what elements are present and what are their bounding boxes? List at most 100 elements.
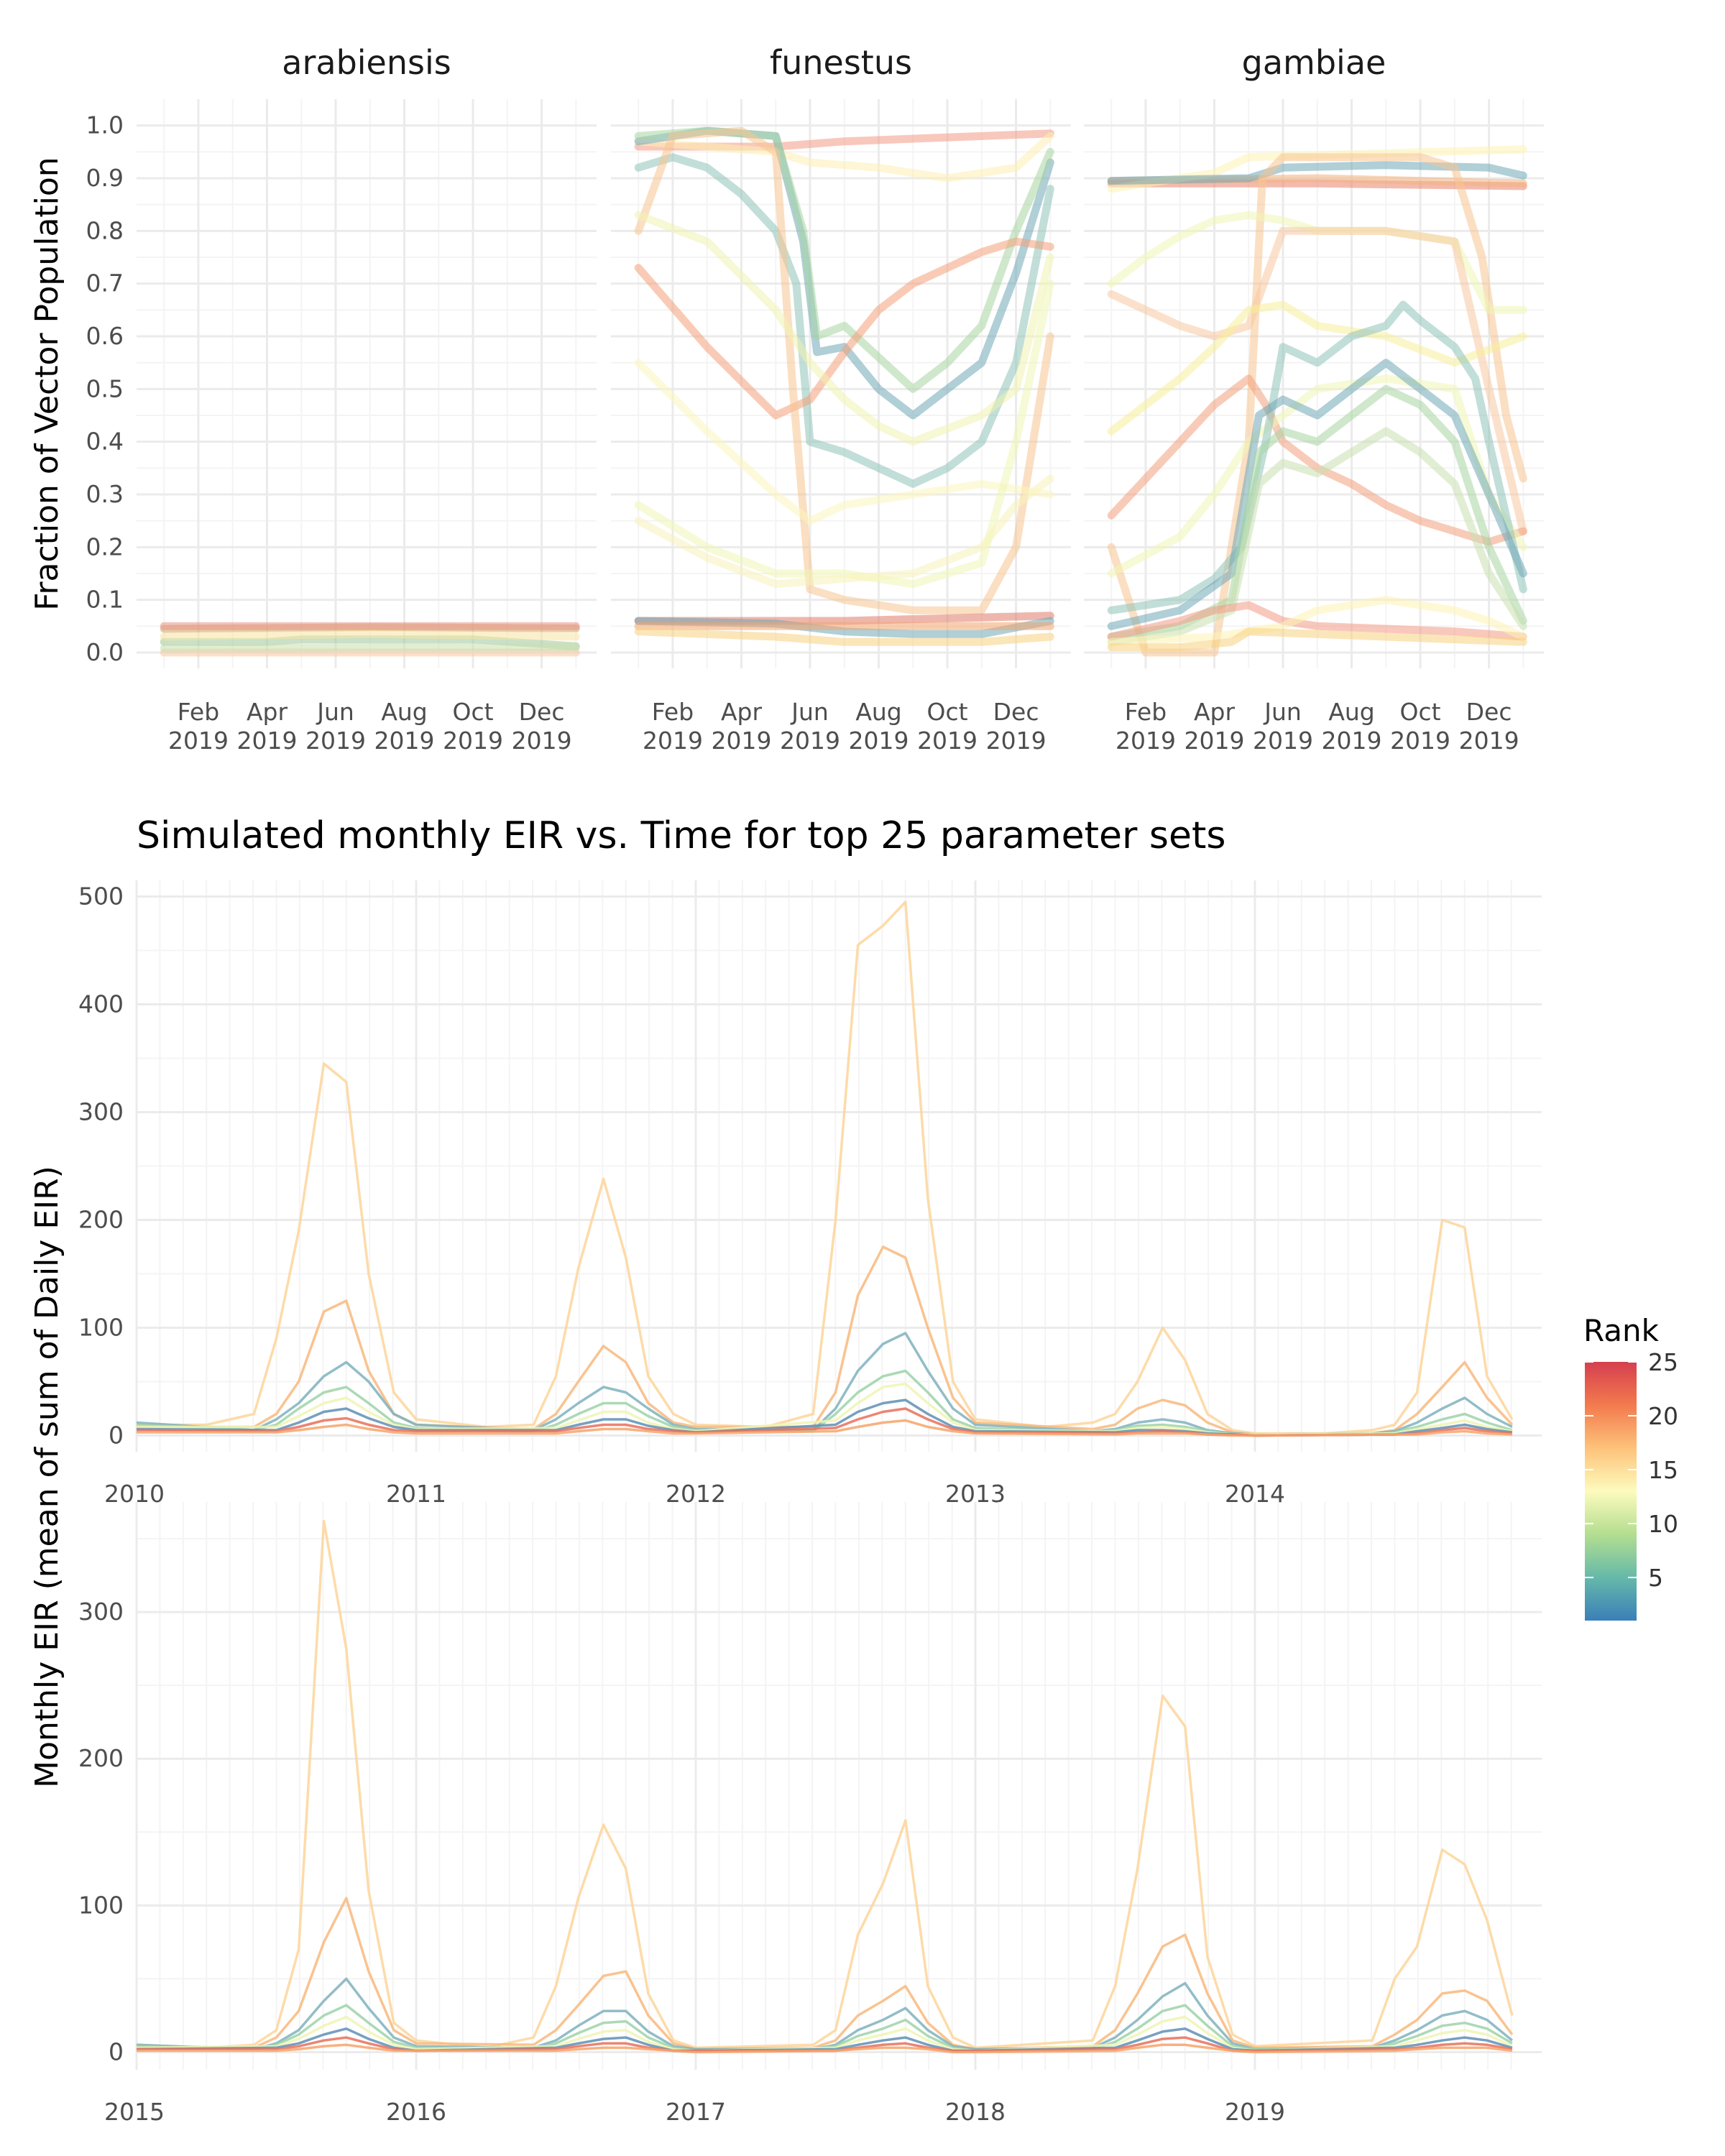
y-tick-label: 0.1 bbox=[86, 586, 124, 614]
x-tick-month: Aug bbox=[381, 698, 427, 726]
series-line bbox=[634, 237, 1054, 420]
y-tick-label: 200 bbox=[78, 1206, 124, 1234]
facet-funestus: Feb2019Apr2019Jun2019Aug2019Oct2019Dec20… bbox=[611, 43, 1071, 755]
x-tick-year: 2019 bbox=[443, 727, 503, 755]
x-tick-month: Apr bbox=[721, 698, 763, 726]
y-tick-label: 300 bbox=[78, 1098, 124, 1126]
series-line bbox=[634, 211, 1054, 446]
series-line bbox=[634, 126, 1054, 393]
x-tick-label: 2018 bbox=[945, 2098, 1006, 2126]
legend-tick-label: 10 bbox=[1648, 1510, 1678, 1538]
x-tick-month: Feb bbox=[178, 698, 219, 726]
x-tick-year: 2019 bbox=[305, 727, 366, 755]
legend-colorbar bbox=[1585, 1362, 1637, 1621]
y-tick-label: 0.8 bbox=[86, 216, 124, 244]
y-axis-title: Monthly EIR (mean of sum of Daily EIR) bbox=[29, 1166, 65, 1788]
x-tick-year: 2019 bbox=[1390, 727, 1450, 755]
series-line bbox=[137, 1419, 1512, 1437]
x-tick-month: Dec bbox=[519, 698, 565, 726]
x-tick-label: 2016 bbox=[386, 2098, 446, 2126]
facet-label: gambiae bbox=[1242, 43, 1386, 82]
chart-title: Simulated monthly EIR vs. Time for top 2… bbox=[137, 814, 1225, 857]
series-line bbox=[137, 2043, 1513, 2054]
x-tick-month: Aug bbox=[1328, 698, 1374, 726]
y-tick-label: 0 bbox=[109, 2038, 124, 2066]
y-tick-label: 0.7 bbox=[86, 270, 124, 298]
x-tick-year: 2019 bbox=[643, 727, 703, 755]
y-tick-label: 400 bbox=[78, 990, 124, 1018]
series-line bbox=[634, 126, 1054, 614]
x-tick-month: Feb bbox=[1125, 698, 1167, 726]
x-tick-year: 2019 bbox=[849, 727, 909, 755]
series-line bbox=[137, 1245, 1514, 1436]
series-line bbox=[137, 2036, 1513, 2053]
x-tick-month: Aug bbox=[855, 698, 901, 726]
x-tick-label: 2019 bbox=[1225, 2098, 1285, 2126]
series-line bbox=[1107, 226, 1527, 535]
x-tick-month: Dec bbox=[993, 698, 1039, 726]
x-tick-month: Apr bbox=[1194, 698, 1236, 726]
x-tick-month: Oct bbox=[1400, 698, 1441, 726]
facet-label: arabiensis bbox=[282, 43, 451, 82]
y-tick-label: 0.6 bbox=[86, 322, 124, 350]
y-tick-label: 0 bbox=[109, 1422, 124, 1450]
x-tick-year: 2019 bbox=[712, 727, 772, 755]
x-tick-year: 2019 bbox=[986, 727, 1046, 755]
x-tick-year: 2019 bbox=[1116, 727, 1176, 755]
series-line bbox=[136, 1897, 1514, 2051]
series-line bbox=[160, 635, 580, 650]
series-line bbox=[137, 900, 1514, 1435]
x-tick-month: Feb bbox=[652, 698, 694, 726]
x-tick-label: 2017 bbox=[666, 2098, 726, 2126]
y-tick-label: 500 bbox=[78, 883, 124, 911]
series-line bbox=[160, 630, 580, 641]
x-tick-year: 2019 bbox=[1253, 727, 1313, 755]
y-tick-label: 0.2 bbox=[86, 533, 124, 561]
y-tick-label: 100 bbox=[78, 1314, 124, 1342]
series-line bbox=[634, 627, 1054, 646]
x-tick-year: 2019 bbox=[780, 727, 840, 755]
x-tick-year: 2019 bbox=[374, 727, 435, 755]
x-tick-month: Dec bbox=[1466, 698, 1512, 726]
series-line bbox=[1107, 596, 1527, 646]
y-tick-label: 100 bbox=[78, 1891, 124, 1919]
y-tick-label: 0.0 bbox=[86, 638, 124, 666]
y-axis-title: Fraction of Vector Population bbox=[29, 157, 65, 610]
x-tick-label: 2015 bbox=[104, 2098, 165, 2126]
x-tick-year: 2019 bbox=[1322, 727, 1382, 755]
x-tick-year: 2019 bbox=[1184, 727, 1245, 755]
y-tick-label: 0.3 bbox=[86, 480, 124, 508]
x-tick-month: Jun bbox=[316, 698, 354, 726]
facet-gambiae: Feb2019Apr2019Jun2019Aug2019Oct2019Dec20… bbox=[1084, 43, 1544, 755]
series-line bbox=[1107, 161, 1527, 185]
y-tick-label: 0.4 bbox=[86, 428, 124, 456]
x-tick-year: 2019 bbox=[168, 727, 229, 755]
y-tick-label: 1.0 bbox=[86, 111, 124, 139]
x-tick-month: Jun bbox=[1263, 698, 1302, 726]
y-tick-label: 0.9 bbox=[86, 164, 124, 192]
series-line bbox=[1107, 300, 1527, 614]
x-tick-year: 2019 bbox=[237, 727, 298, 755]
series-line bbox=[136, 1519, 1514, 2050]
x-tick-year: 2019 bbox=[512, 727, 572, 755]
facet-label: funestus bbox=[770, 43, 912, 82]
series-line bbox=[1107, 374, 1527, 546]
legend-tick-label: 25 bbox=[1648, 1348, 1678, 1376]
y-tick-label: 300 bbox=[78, 1598, 124, 1626]
x-tick-label: 2010 bbox=[104, 1480, 165, 1508]
legend-title: Rank bbox=[1583, 1313, 1660, 1348]
legend-tick-label: 20 bbox=[1648, 1402, 1678, 1430]
x-tick-month: Oct bbox=[927, 698, 968, 726]
x-tick-month: Apr bbox=[247, 698, 288, 726]
legend-tick-label: 5 bbox=[1648, 1564, 1663, 1592]
series-line bbox=[1107, 359, 1527, 630]
series-line bbox=[634, 153, 1054, 488]
x-tick-year: 2019 bbox=[917, 727, 978, 755]
x-tick-month: Jun bbox=[790, 698, 829, 726]
series-line bbox=[1107, 384, 1527, 641]
x-tick-year: 2019 bbox=[1459, 727, 1519, 755]
y-tick-label: 200 bbox=[78, 1744, 124, 1772]
